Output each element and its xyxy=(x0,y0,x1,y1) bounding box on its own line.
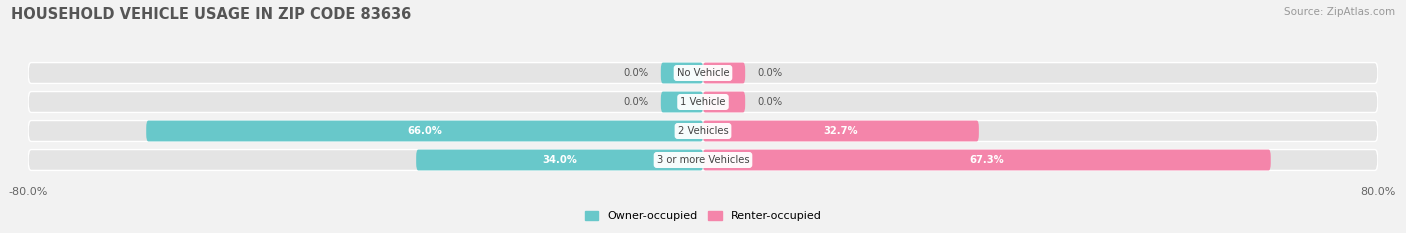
Text: 32.7%: 32.7% xyxy=(824,126,858,136)
Text: 67.3%: 67.3% xyxy=(970,155,1004,165)
FancyBboxPatch shape xyxy=(703,150,1271,170)
FancyBboxPatch shape xyxy=(703,63,745,83)
Text: 0.0%: 0.0% xyxy=(758,68,783,78)
Text: Source: ZipAtlas.com: Source: ZipAtlas.com xyxy=(1284,7,1395,17)
Text: No Vehicle: No Vehicle xyxy=(676,68,730,78)
Text: 0.0%: 0.0% xyxy=(758,97,783,107)
FancyBboxPatch shape xyxy=(703,92,745,113)
Text: 3 or more Vehicles: 3 or more Vehicles xyxy=(657,155,749,165)
FancyBboxPatch shape xyxy=(146,120,703,141)
Text: 0.0%: 0.0% xyxy=(623,68,648,78)
Text: 1 Vehicle: 1 Vehicle xyxy=(681,97,725,107)
FancyBboxPatch shape xyxy=(28,150,1378,170)
FancyBboxPatch shape xyxy=(416,150,703,170)
Text: 66.0%: 66.0% xyxy=(408,126,441,136)
FancyBboxPatch shape xyxy=(28,120,1378,141)
Text: 0.0%: 0.0% xyxy=(623,97,648,107)
Text: HOUSEHOLD VEHICLE USAGE IN ZIP CODE 83636: HOUSEHOLD VEHICLE USAGE IN ZIP CODE 8363… xyxy=(11,7,412,22)
FancyBboxPatch shape xyxy=(703,120,979,141)
FancyBboxPatch shape xyxy=(28,92,1378,113)
Text: 2 Vehicles: 2 Vehicles xyxy=(678,126,728,136)
Legend: Owner-occupied, Renter-occupied: Owner-occupied, Renter-occupied xyxy=(581,207,825,226)
FancyBboxPatch shape xyxy=(661,63,703,83)
FancyBboxPatch shape xyxy=(661,92,703,113)
Text: 34.0%: 34.0% xyxy=(543,155,576,165)
FancyBboxPatch shape xyxy=(28,63,1378,83)
